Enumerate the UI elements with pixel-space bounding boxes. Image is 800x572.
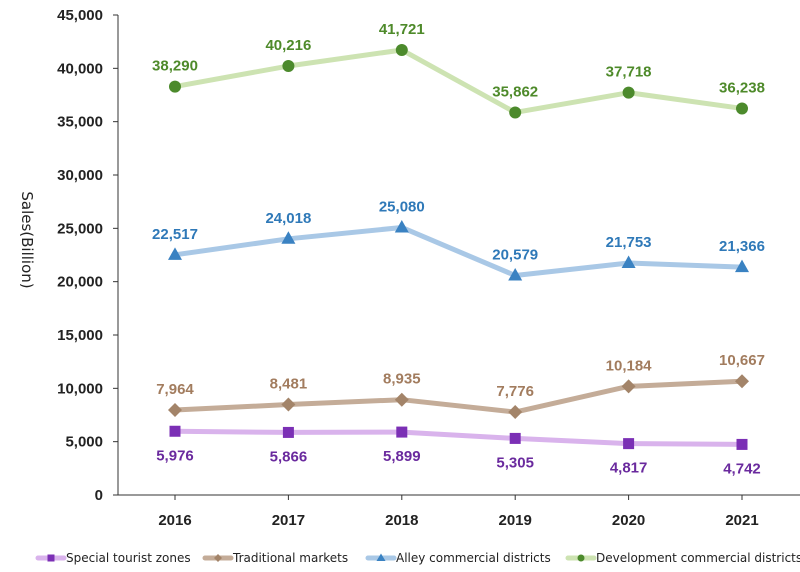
data-label: 4,817 [610,460,648,477]
data-label: 10,667 [719,352,765,369]
data-point [282,426,294,438]
legend-marker [214,554,222,562]
x-tick-label: 2017 [272,512,305,529]
data-point [281,397,296,412]
data-point [396,426,408,438]
legend-marker [376,553,386,561]
data-point [282,60,295,73]
data-label: 7,964 [156,381,194,398]
series-special-tourist-zones [169,425,748,450]
data-point [394,392,409,407]
series-line [172,428,745,447]
data-label: 35,862 [492,83,538,100]
data-label: 24,018 [265,210,311,227]
data-label: 7,776 [496,383,534,400]
data-label: 21,753 [606,234,652,251]
data-label: 38,290 [152,58,198,75]
legend-label: Alley commercial districts [396,551,551,565]
y-tick-label: 10,000 [57,380,103,397]
legend-item: Special tourist zones [35,551,191,565]
data-point [621,379,636,394]
data-label: 5,866 [270,448,308,465]
legend-item: Alley commercial districts [365,551,551,565]
y-axis-title: Sales(Billion) [18,191,36,288]
data-point [736,102,748,115]
legend-label: Development commercial districts [596,551,800,565]
data-point [509,106,522,119]
x-tick-label: 2016 [158,512,191,529]
y-tick-label: 25,000 [57,220,103,237]
data-point [394,219,409,233]
data-point [508,267,523,281]
data-label: 10,184 [606,357,653,374]
data-label: 4,742 [723,460,761,477]
data-point [623,438,635,450]
y-tick-label: 30,000 [57,167,103,184]
data-label: 40,216 [265,37,311,54]
legend-label: Special tourist zones [66,551,191,565]
data-point [168,403,182,418]
series-line [172,47,745,115]
y-tick-label: 15,000 [57,327,103,344]
series-line [172,378,745,415]
y-tick-label: 20,000 [57,274,103,291]
data-point [395,43,408,56]
data-point [168,247,182,260]
legend-marker [47,554,55,562]
y-tick-label: 45,000 [57,7,103,24]
data-point [736,438,748,450]
data-label: 5,976 [156,447,194,464]
x-tick-label: 2021 [725,512,758,529]
data-point [169,425,181,437]
data-point [621,255,636,268]
legend-item: Traditional markets [202,551,348,565]
y-tick-label: 35,000 [57,114,103,131]
data-label: 25,080 [379,198,425,215]
legend-label: Traditional markets [232,551,348,565]
series-development-commercial-districts [169,43,748,119]
data-label: 8,481 [270,376,308,393]
data-label: 5,899 [383,448,421,465]
data-point [281,231,296,244]
data-point [622,86,635,99]
data-label: 21,366 [719,238,765,255]
data-point [735,259,749,273]
data-point [509,432,521,444]
data-label: 20,579 [492,246,538,263]
y-tick-label: 0 [95,487,103,504]
data-label: 8,935 [383,371,421,388]
data-point [508,405,523,420]
data-label: 36,238 [719,79,765,96]
data-label: 41,721 [379,21,425,38]
data-label: 22,517 [152,226,198,243]
y-tick-label: 40,000 [57,60,103,77]
legend-marker [577,554,585,562]
series-line [172,224,745,278]
x-tick-label: 2019 [499,512,532,529]
data-point [169,80,181,93]
y-tick-label: 5,000 [65,434,103,451]
series-alley-commercial-districts [168,219,749,281]
legend-item: Development commercial districts [565,551,800,565]
data-label: 37,718 [606,64,652,81]
x-tick-label: 2018 [385,512,418,529]
data-label: 5,305 [496,454,534,471]
data-point [735,374,749,389]
series-traditional-markets [168,374,749,420]
x-tick-label: 2020 [612,512,645,529]
